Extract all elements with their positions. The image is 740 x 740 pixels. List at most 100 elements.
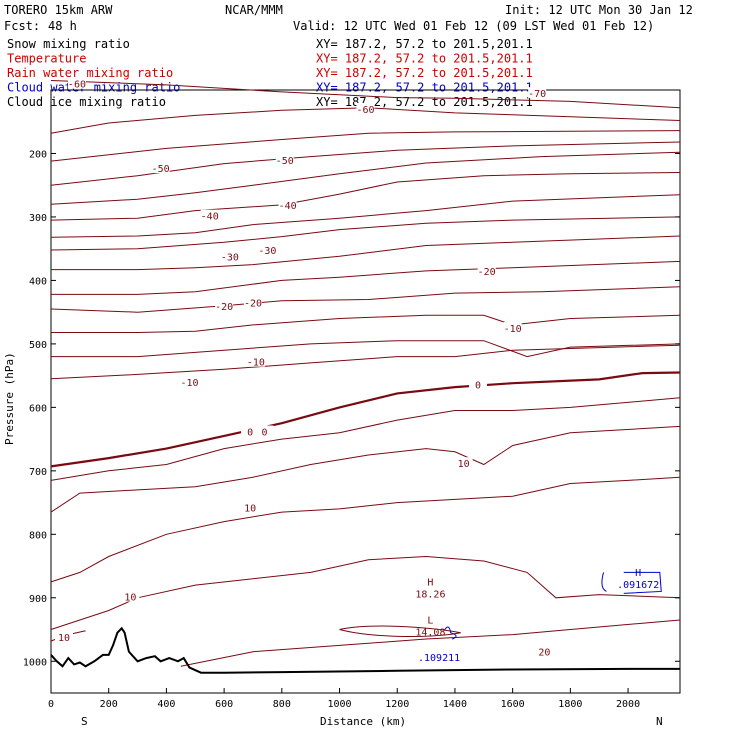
terrain-line [50, 626, 680, 674]
label-bg [503, 322, 522, 334]
legend-name: Temperature [7, 52, 86, 66]
init-time: Init: 12 UTC Mon 30 Jan 12 [505, 3, 693, 17]
label-bg [151, 162, 170, 174]
x-tick-label: 0 [48, 699, 54, 710]
x-start-label: S [81, 715, 88, 728]
isotherm-line [50, 555, 681, 630]
legend-name: Rain water mixing ratio [7, 66, 173, 80]
y-tick-label: 500 [29, 340, 47, 351]
fcst-label: Fcst: [4, 19, 40, 33]
label-bg [275, 153, 294, 165]
rain-contours [339, 625, 461, 638]
y-tick-label: 200 [29, 149, 47, 160]
legend-xy: XY= 187.2, 57.2 to 201.5,201.1 [316, 37, 533, 51]
isotherm-label: -50 [276, 156, 294, 167]
isotherm-label: -70 [528, 89, 546, 100]
cloud-water-contour [601, 571, 662, 594]
label-bg [241, 425, 260, 437]
isotherm-line [51, 260, 681, 295]
isotherm-label: -40 [279, 201, 297, 212]
label-bg [243, 296, 262, 308]
label-bg [200, 209, 219, 221]
label-bg [215, 299, 234, 311]
label-bg [180, 375, 199, 387]
x-tick-label: 2000 [616, 699, 640, 710]
x-tick-label: 1800 [558, 699, 582, 710]
label-bg [246, 355, 265, 367]
isotherm-label: 10 [58, 633, 70, 644]
isotherm-label: -10 [180, 378, 198, 389]
x-tick-label: 600 [215, 699, 233, 710]
y-tick-label: 700 [29, 467, 47, 478]
x-axis: 0 200 400 600 800 1000 1200 1400 1600 1800 2000 [48, 688, 640, 710]
isotherm-label: 10 [244, 504, 256, 515]
extremum-marker: H [427, 577, 433, 588]
isotherm-contours [50, 80, 681, 667]
isotherm-label: -20 [215, 302, 233, 313]
isotherm-label: 20 [538, 648, 550, 659]
center-label: NCAR/MMM [225, 3, 283, 17]
isotherm-line [50, 286, 681, 313]
isotherm-label: 0 [261, 427, 267, 438]
label-bg [528, 87, 547, 99]
legend-xy: XY= 187.2, 57.2 to 201.5,201.1 [316, 95, 533, 109]
y-tick-label: 1000 [23, 657, 47, 668]
isotherm-label: 10 [124, 593, 136, 604]
label-bg [220, 250, 239, 262]
cloud-water-contour [444, 626, 457, 640]
isotherm-line [50, 425, 681, 513]
legend-xy: XY= 187.2, 57.2 to 201.5,201.1 [316, 52, 533, 66]
rain-contour [339, 625, 461, 638]
y-tick-label: 600 [29, 403, 47, 414]
isotherm-label: 0 [247, 427, 253, 438]
legend-xy: XY= 187.2, 57.2 to 201.5,201.1 [316, 81, 533, 95]
label-bg [255, 425, 274, 437]
isotherm-line [50, 141, 681, 186]
isotherm-line [51, 235, 681, 271]
legend-name: Cloud ice mixing ratio [7, 95, 166, 109]
plot-area: -60 -70 -60 -50 -50 -40 -40 -30 -30 -20 -20 -20 -10 -… [23, 77, 681, 710]
x-tick-label: 1400 [443, 699, 467, 710]
isotherm-line [50, 130, 681, 162]
x-tick-label: 800 [273, 699, 291, 710]
x-end-label: N [656, 715, 663, 728]
isotherm-line [50, 151, 681, 205]
label-bg [454, 457, 473, 469]
label-bg [535, 645, 554, 657]
isotherm-line [50, 476, 681, 583]
isotherm-label: -40 [201, 212, 219, 223]
valid-time: Valid: 12 UTC Wed 01 Feb 12 (09 LST Wed … [293, 19, 654, 33]
isotherm-label: -30 [221, 252, 239, 263]
plot-frame [50, 89, 681, 694]
isotherm-line [50, 371, 681, 468]
x-tick-label: 1200 [385, 699, 409, 710]
legend-xy: XY= 187.2, 57.2 to 201.5,201.1 [316, 66, 533, 80]
isotherm-label: 0 [475, 381, 481, 392]
label-bg [477, 264, 496, 276]
isotherm-line [51, 314, 681, 333]
isotherm-label: -50 [152, 164, 170, 175]
isotherm-line [50, 194, 681, 238]
isotherm-line [180, 619, 681, 667]
x-axis-label: Distance (km) [320, 715, 406, 728]
label-bg [67, 77, 86, 89]
extremum-marker: L [427, 616, 433, 627]
isotherm-line [50, 397, 681, 481]
isotherm-label: -20 [244, 299, 262, 310]
isotherm-label: 10 [458, 459, 470, 470]
extremum-value: 14.08 [415, 628, 445, 639]
isotherm-label: -10 [504, 324, 522, 335]
isotherm-label: -20 [478, 267, 496, 278]
y-axis-label: Pressure (hPa) [3, 352, 16, 445]
label-bg [469, 378, 488, 390]
x-tick-label: 200 [100, 699, 118, 710]
cloud-water-contours [444, 571, 662, 640]
label-bg [278, 198, 297, 210]
y-tick-label: 300 [29, 213, 47, 224]
y-tick-label: 900 [29, 594, 47, 605]
terrain-profile [50, 626, 680, 674]
label-bg [241, 501, 260, 513]
isotherm-label: -60 [68, 80, 86, 91]
